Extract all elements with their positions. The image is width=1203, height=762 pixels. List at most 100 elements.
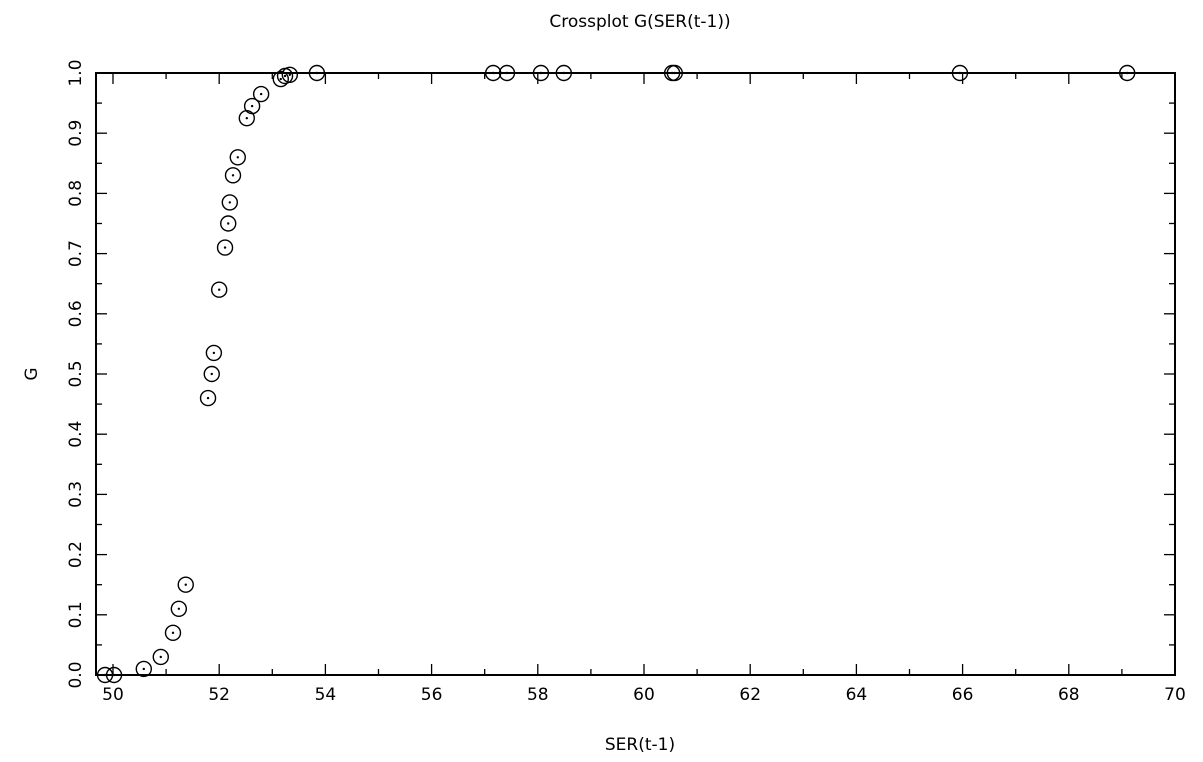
point-ring [152,648,169,666]
scatter-point [281,66,299,84]
point-dot [228,201,232,204]
point-dot [223,246,227,249]
point-ring [498,64,516,82]
scatter-point [205,344,223,362]
point-dot [210,372,213,376]
plot-frame [95,72,1176,676]
point-dot [673,71,676,75]
point-dot [217,288,221,291]
point-dot [231,174,235,177]
point-dot [159,655,162,659]
point-ring [229,149,246,166]
scatter-point [199,389,217,407]
point-dot [212,351,216,355]
point-ring [96,666,114,684]
point-dot [171,631,175,635]
scatter-point [272,70,289,88]
point-ring [308,64,326,82]
scatter-point [170,600,188,617]
scatter-point [177,576,194,593]
y-tick-label: 0.1 [66,601,86,628]
x-tick-label: 64 [846,685,868,705]
point-ring [177,576,194,593]
x-tick-label: 56 [421,685,443,705]
scatter-point [152,648,169,666]
scatter-point [1119,64,1136,82]
point-ring [1119,64,1136,82]
y-tick-label: 0.0 [66,661,86,688]
scatter-point [666,64,683,82]
y-tick-label: 0.7 [66,240,86,267]
point-dot [206,396,210,400]
scatter-point [229,149,246,166]
point-dot [288,73,292,77]
point-ring [170,600,188,617]
scatter-point [243,97,261,115]
x-tick-label: 58 [527,685,549,705]
point-ring [221,194,239,211]
point-ring [281,66,299,84]
scatter-point [238,109,256,127]
point-dot [177,607,181,610]
point-dot [250,104,254,108]
point-ring [252,85,270,103]
scatter-point [105,666,123,684]
scatter-point [216,239,234,256]
point-ring [199,389,217,407]
scatter-point [203,365,220,383]
point-ring [205,344,223,362]
x-tick-label: 68 [1058,685,1080,705]
point-ring [951,64,969,82]
point-dot [315,71,319,75]
point-dot [279,77,282,81]
point-ring [532,64,550,82]
x-tick-label: 54 [315,685,337,705]
y-tick-label: 0.9 [66,120,86,147]
scatter-point [252,85,270,103]
y-tick-label: 0.6 [66,300,86,327]
x-tick-label: 66 [952,685,974,705]
x-axis-label: SER(t-1) [605,735,675,755]
point-ring [243,97,261,115]
scatter-point [498,64,516,82]
point-dot [227,222,230,225]
scatter-point [951,64,969,82]
x-tick-label: 70 [1164,685,1186,705]
point-ring [210,281,228,298]
scatter-point [484,64,502,82]
point-ring [105,666,123,684]
point-dot [283,74,287,78]
point-ring [164,624,182,642]
point-dot [245,116,249,120]
point-dot [670,71,674,75]
point-dot [112,673,116,677]
y-tick-label: 1.0 [66,59,86,86]
x-tick-label: 50 [102,685,124,705]
y-tick-label: 0.5 [66,360,86,387]
scatter-point [96,666,114,684]
point-ring [272,70,289,88]
scatter-point [135,660,152,678]
point-ring [666,64,683,82]
point-ring [216,239,234,256]
y-axis-label: G [22,367,42,380]
scatter-point [210,281,228,298]
y-tick-label: 0.3 [66,481,86,508]
y-tick-label: 0.2 [66,541,86,568]
scatter-point [308,64,326,82]
point-ring [224,167,242,184]
x-tick-label: 60 [633,685,655,705]
point-dot [491,71,495,75]
point-dot [236,156,239,159]
point-ring [484,64,502,82]
scatter-point [224,167,242,184]
scatter-point [220,215,237,232]
point-dot [562,71,566,75]
chart-title: Crossplot G(SER(t-1)) [549,12,730,32]
point-dot [958,71,962,75]
scatter-point [555,64,573,82]
point-dot [539,71,543,75]
y-tick-label: 0.4 [66,421,86,448]
point-dot [259,92,263,96]
